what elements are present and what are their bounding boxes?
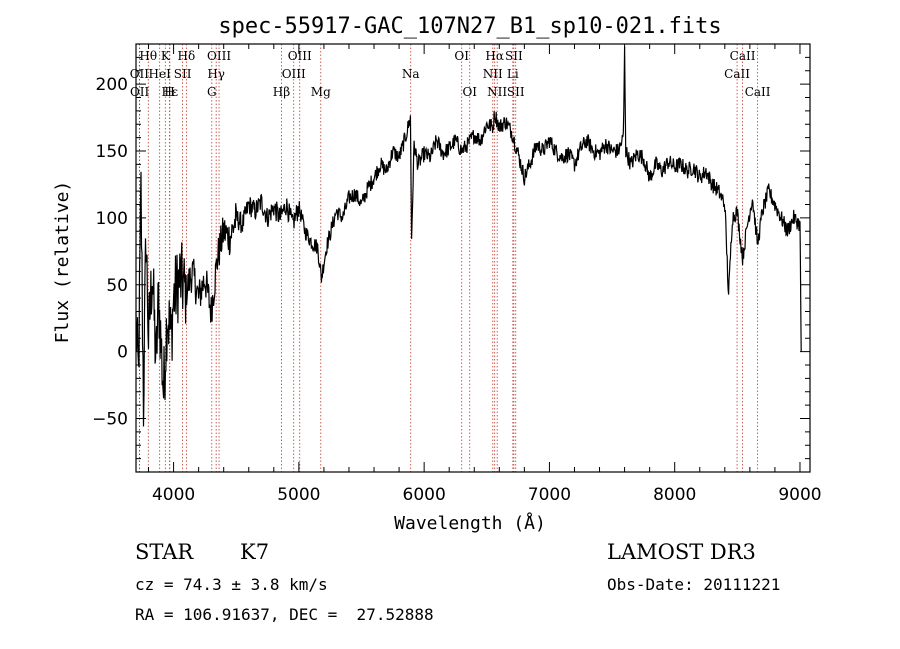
spectral-line-label-11: SII bbox=[174, 67, 192, 81]
y-tick-label: 100 bbox=[96, 209, 128, 229]
y-axis-label: Flux (relative) bbox=[52, 181, 73, 344]
spectral-line-label-4: OIII bbox=[288, 49, 312, 63]
spectral-line-label-20: H bbox=[164, 85, 174, 99]
spectral-line-markers bbox=[138, 44, 759, 472]
x-tick-label: 8000 bbox=[653, 485, 696, 505]
spectral-line-label-13: OIII bbox=[282, 67, 306, 81]
spectral-line-label-24: OI bbox=[462, 85, 477, 99]
coordinates-readout: RA = 106.91637, DEC = 27.52888 bbox=[135, 605, 434, 624]
x-tick-label: 7000 bbox=[528, 485, 571, 505]
x-tick-label: 4000 bbox=[152, 485, 195, 505]
observation-date: Obs-Date: 20111221 bbox=[607, 575, 781, 594]
spectral-line-label-3: OIII bbox=[207, 49, 231, 63]
spectral-line-label-0: Hθ bbox=[139, 49, 157, 63]
spectral-line-label-25: NII bbox=[487, 85, 507, 99]
spectral-line-label-27: CaII bbox=[745, 85, 771, 99]
y-tick-label: 200 bbox=[96, 75, 128, 95]
x-tick-label: 5000 bbox=[277, 485, 320, 505]
spectral-line-label-16: Li bbox=[507, 67, 519, 81]
y-tick-label: −50 bbox=[92, 410, 128, 430]
spectral-line-label-17: CaII bbox=[724, 67, 750, 81]
x-tick-label: 6000 bbox=[403, 485, 446, 505]
spectral-line-label-2: Hδ bbox=[178, 49, 196, 63]
y-tick-label: 0 bbox=[117, 343, 128, 363]
spectral-line-label-1: K bbox=[161, 49, 171, 63]
spectral-line-label-23: Mg bbox=[311, 85, 331, 99]
redshift-readout: cz = 74.3 ± 3.8 km/s bbox=[135, 575, 328, 594]
spectral-line-label-22: Hβ bbox=[273, 85, 290, 99]
y-tick-label: 150 bbox=[96, 142, 128, 162]
plot-frame bbox=[135, 43, 811, 473]
spectral-line-label-8: CaII bbox=[730, 49, 756, 63]
y-tick-label: 50 bbox=[106, 276, 128, 296]
spectral-line-label-21: G bbox=[207, 85, 217, 99]
spectral-line-label-14: Na bbox=[402, 67, 420, 81]
chart-title: spec-55917-GAC_107N27_B1_sp10-021.fits bbox=[218, 14, 721, 39]
axis-ticks: 4000 5000 6000 7000 8000 9000 −50 0 50 100 150 200 bbox=[92, 44, 822, 505]
spectral-line-label-10: HeI bbox=[149, 67, 172, 81]
spectral-line-label-9: OII bbox=[130, 67, 150, 81]
spectrum-line bbox=[135, 46, 802, 427]
object-subclass: K7 bbox=[240, 540, 270, 564]
survey-name: LAMOST DR3 bbox=[607, 540, 756, 564]
spectral-line-label-6: Hα bbox=[485, 49, 504, 63]
spectral-line-label-5: OI bbox=[454, 49, 469, 63]
spectral-line-label-12: Hγ bbox=[207, 67, 225, 81]
spectral-line-label-18: OII bbox=[130, 85, 150, 99]
spectral-line-label-7: SII bbox=[505, 49, 523, 63]
x-tick-label: 9000 bbox=[778, 485, 821, 505]
spectral-line-label-19: Hε bbox=[161, 85, 178, 99]
spectral-line-label-26: SII bbox=[507, 85, 525, 99]
object-class: STAR bbox=[135, 540, 194, 564]
spectral-line-label-15: NII bbox=[483, 67, 503, 81]
x-axis-label: Wavelength (Å) bbox=[394, 512, 546, 534]
